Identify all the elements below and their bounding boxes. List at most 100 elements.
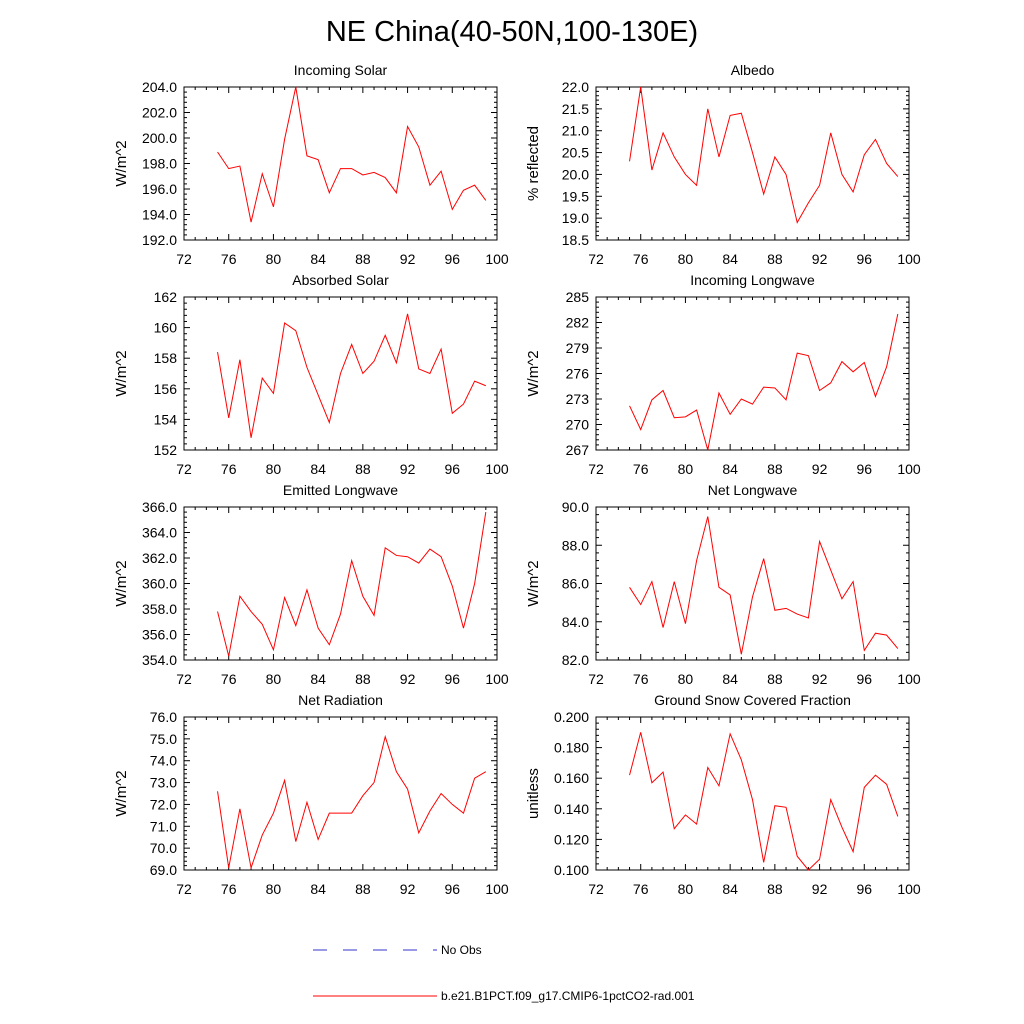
x-tick-label: 92 — [400, 461, 416, 477]
x-tick-label: 76 — [633, 671, 649, 687]
x-tick-label: 100 — [485, 881, 509, 897]
x-tick-label: 76 — [221, 461, 237, 477]
y-tick-label: 362.0 — [142, 550, 177, 566]
x-tick-label: 76 — [633, 881, 649, 897]
x-tick-label: 76 — [633, 251, 649, 267]
y-tick-label: 354.0 — [142, 652, 177, 668]
y-tick-label: 0.200 — [554, 709, 589, 725]
x-tick-label: 88 — [767, 671, 783, 687]
plot-frame — [183, 716, 498, 871]
x-tick-label: 96 — [856, 671, 872, 687]
y-tick-label: 72.0 — [150, 796, 177, 812]
y-tick-label: 88.0 — [562, 537, 589, 553]
y-tick-label: 19.5 — [562, 188, 589, 204]
chart-panel: Net Longwave W/m^2 72 76 80 84 88 92 96 100 82.0 84… — [525, 482, 921, 687]
y-tick-label: 73.0 — [150, 775, 177, 791]
y-tick-label: 76.0 — [150, 709, 177, 725]
y-tick-label: 90.0 — [562, 499, 589, 515]
y-tick-label: 162 — [154, 289, 178, 305]
x-tick-label: 72 — [588, 671, 604, 687]
y-axis-label: unitless — [525, 768, 542, 819]
chart-panel: Incoming Longwave W/m^2 72 76 80 84 88 92 96 100 2… — [525, 272, 921, 477]
chart-panel: Absorbed Solar W/m^2 72 76 80 84 88 92 96 100 152 1… — [113, 272, 509, 477]
y-tick-label: 19.0 — [562, 210, 589, 226]
series-line — [629, 732, 899, 871]
series-line — [629, 516, 899, 655]
y-tick-label: 285 — [566, 289, 590, 305]
x-tick-label: 88 — [767, 881, 783, 897]
y-tick-label: 154 — [154, 411, 178, 427]
series-line — [629, 86, 899, 224]
y-tick-label: 356.0 — [142, 627, 177, 643]
x-tick-label: 88 — [355, 881, 371, 897]
y-tick-label: 276 — [566, 366, 590, 382]
y-tick-label: 0.180 — [554, 740, 589, 756]
y-tick-label: 152 — [154, 442, 178, 458]
x-tick-label: 80 — [266, 461, 282, 477]
series-line — [217, 512, 487, 657]
x-tick-label: 100 — [485, 251, 509, 267]
x-tick-label: 72 — [176, 881, 192, 897]
x-tick-label: 72 — [588, 461, 604, 477]
x-tick-label: 92 — [400, 251, 416, 267]
x-tick-label: 84 — [722, 881, 738, 897]
x-tick-label: 96 — [856, 251, 872, 267]
panel-title: Absorbed Solar — [292, 272, 389, 288]
plot-frame — [183, 506, 498, 661]
panel-title: Emitted Longwave — [283, 482, 398, 498]
y-tick-label: 364.0 — [142, 525, 177, 541]
chart-panel: Incoming Solar W/m^2 72 76 80 84 88 92 96 100 192.… — [113, 62, 509, 267]
x-tick-label: 92 — [812, 881, 828, 897]
x-tick-label: 72 — [176, 461, 192, 477]
x-tick-label: 76 — [221, 251, 237, 267]
y-tick-label: 366.0 — [142, 499, 177, 515]
y-tick-label: 267 — [566, 442, 590, 458]
y-tick-label: 273 — [566, 391, 590, 407]
x-tick-label: 76 — [221, 671, 237, 687]
y-tick-label: 198.0 — [142, 156, 177, 172]
x-tick-label: 84 — [722, 461, 738, 477]
x-tick-label: 96 — [444, 251, 460, 267]
x-tick-label: 72 — [176, 251, 192, 267]
y-tick-label: 86.0 — [562, 576, 589, 592]
x-tick-label: 100 — [897, 251, 921, 267]
x-tick-label: 96 — [444, 461, 460, 477]
panel-title: Albedo — [731, 62, 775, 78]
x-tick-label: 88 — [355, 461, 371, 477]
panel-title: Net Radiation — [298, 692, 383, 708]
y-tick-label: 71.0 — [150, 818, 177, 834]
panel-title: Net Longwave — [708, 482, 798, 498]
y-tick-label: 358.0 — [142, 601, 177, 617]
chart-panel: Albedo % reflected 72 76 80 84 88 92 96 100 18.5 19… — [525, 62, 921, 267]
x-tick-label: 100 — [485, 671, 509, 687]
x-tick-label: 96 — [444, 881, 460, 897]
chart-panel: Net Radiation W/m^2 72 76 80 84 88 92 96 100 69.0 7… — [113, 692, 509, 897]
x-tick-label: 84 — [310, 461, 326, 477]
x-tick-label: 100 — [485, 461, 509, 477]
x-tick-label: 84 — [310, 881, 326, 897]
panel-title: Incoming Solar — [294, 62, 388, 78]
y-tick-label: 74.0 — [150, 753, 177, 769]
series-line — [629, 313, 899, 451]
y-axis-label: W/m^2 — [113, 140, 130, 186]
x-tick-label: 96 — [856, 461, 872, 477]
y-axis-label: % reflected — [525, 126, 542, 201]
x-tick-label: 72 — [176, 671, 192, 687]
y-tick-label: 200.0 — [142, 130, 177, 146]
x-tick-label: 84 — [310, 671, 326, 687]
y-tick-label: 202.0 — [142, 105, 177, 121]
x-tick-label: 84 — [722, 251, 738, 267]
x-tick-label: 76 — [633, 461, 649, 477]
y-tick-label: 18.5 — [562, 232, 589, 248]
panel-title: Incoming Longwave — [690, 272, 815, 288]
panel-title: Ground Snow Covered Fraction — [654, 692, 851, 708]
x-tick-label: 88 — [355, 251, 371, 267]
chart-panel: Emitted Longwave W/m^2 72 76 80 84 88 92 96 100 35… — [113, 482, 509, 687]
x-tick-label: 84 — [310, 251, 326, 267]
x-tick-label: 76 — [221, 881, 237, 897]
x-tick-label: 80 — [266, 881, 282, 897]
x-tick-label: 80 — [266, 251, 282, 267]
y-tick-label: 156 — [154, 381, 178, 397]
legend-label-no-obs: No Obs — [441, 943, 482, 957]
